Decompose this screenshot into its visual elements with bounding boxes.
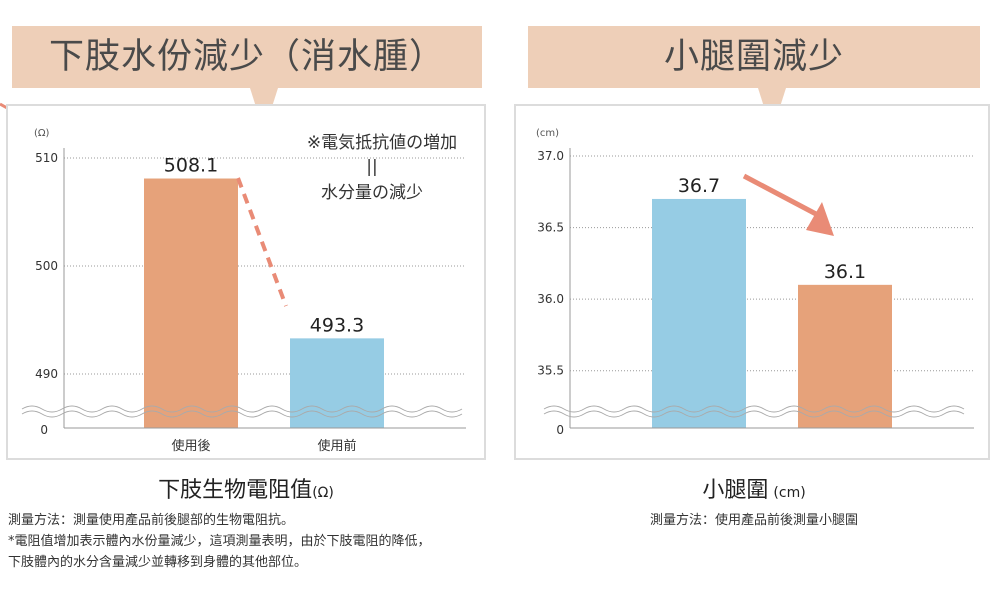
left-notes: 測量方法：測量使用產品前後腿部的生物電阻抗。 *電阻值增加表示體內水份量減少，這… <box>8 510 508 573</box>
left-caption-unit: (Ω) <box>312 485 334 501</box>
unit-label: (Ω) <box>34 128 50 139</box>
bar <box>144 178 238 428</box>
baseline-label: 0 <box>40 423 48 437</box>
left-title-bubble: 下肢水份減少（消水腫） <box>12 26 482 88</box>
bar-value-label: 36.7 <box>678 175 720 197</box>
axis-break-wave-1 <box>21 405 463 413</box>
left-chart-panel: (Ω) 510 500 490 508.1 使用後 493.3 使用前 0 ※電気抵抗値の… <box>6 104 486 460</box>
left-caption-title: 下肢生物電阻值 <box>158 478 313 503</box>
axis-break-wave-1 <box>543 405 965 413</box>
right-notes: 測量方法：使用產品前後測量小腿圍 <box>604 510 904 531</box>
y-tick-label: 35.5 <box>537 364 564 378</box>
unit-label: (cm) <box>536 128 559 139</box>
x-category-label: 使用後 <box>171 438 210 454</box>
right-chart-panel: (cm) 37.0 36.5 36.0 35.5 36.7 36.1 0 <box>514 104 990 460</box>
bar-value-label: 493.3 <box>310 314 364 336</box>
y-tick-label: 36.0 <box>537 292 564 306</box>
bar-value-label: 36.1 <box>824 261 866 283</box>
note-line: 下肢體內的水分含量減少並轉移到身體的其他部位。 <box>8 555 308 570</box>
y-tick-label: 36.5 <box>537 221 564 235</box>
annotation-line-3: 水分量の減少 <box>321 183 423 203</box>
bar <box>290 338 384 428</box>
axis-break-wave-2 <box>543 410 965 418</box>
right-title-bubble: 小腿圍減少 <box>528 26 980 88</box>
y-tick-label: 500 <box>35 259 58 273</box>
bar-value-label: 508.1 <box>164 155 218 177</box>
bar <box>798 284 892 428</box>
left-caption: 下肢生物電阻值(Ω) <box>96 472 396 504</box>
decrease-arrow <box>742 173 834 236</box>
annotation-line-1: ※電気抵抗値の増加 <box>307 133 457 153</box>
bar <box>652 198 746 428</box>
baseline-label: 0 <box>556 423 564 437</box>
right-chart: (cm) 37.0 36.5 36.0 35.5 36.7 36.1 0 <box>536 128 974 437</box>
x-category-label: 使用前 <box>317 438 356 454</box>
axis-break-wave-2 <box>21 410 463 418</box>
note-line: 測量方法：測量使用產品前後腿部的生物電阻抗。 <box>8 513 295 528</box>
dashed-trend-line <box>236 177 288 307</box>
y-tick-label: 490 <box>35 367 58 381</box>
left-chart: (Ω) 510 500 490 508.1 使用後 493.3 使用前 0 ※電気抵抗値の… <box>21 128 466 454</box>
right-caption-title: 小腿圍 <box>702 478 769 503</box>
y-tick-label: 37.0 <box>537 149 564 163</box>
right-caption: 小腿圍 (cm) <box>604 472 904 504</box>
right-caption-unit: (cm) <box>773 485 806 501</box>
annotation-line-2: || <box>366 157 377 177</box>
note-line: 測量方法：使用產品前後測量小腿圍 <box>649 513 858 528</box>
note-line: *電阻值增加表示體內水份量減少，這項測量表明，由於下肢電阻的降低， <box>8 534 431 549</box>
y-tick-label: 510 <box>35 151 58 165</box>
